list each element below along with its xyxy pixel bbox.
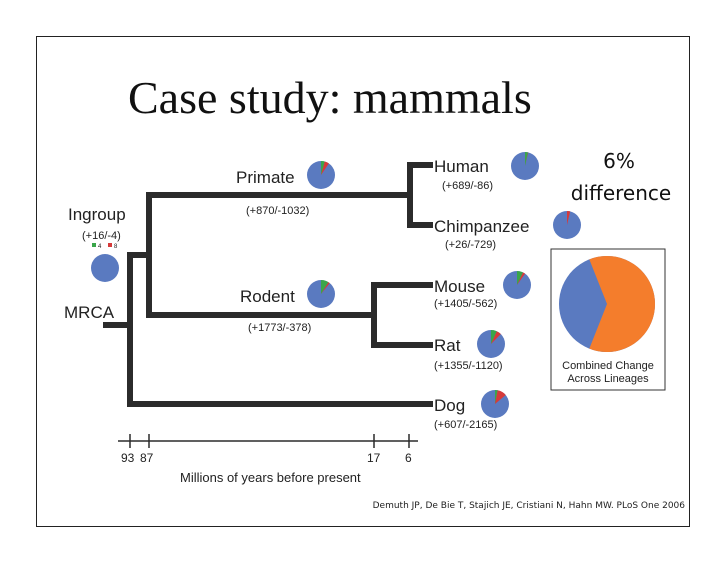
pie-charts xyxy=(91,152,581,418)
rat-label: Rat xyxy=(434,336,461,355)
tick-label-87: 87 xyxy=(140,451,154,465)
tree-branches xyxy=(103,162,433,407)
ingroup-label: Ingroup xyxy=(68,205,126,224)
mrca-label: MRCA xyxy=(64,303,115,322)
legend-gain-value: 4 xyxy=(98,244,102,250)
mouse-pie-gain-slice xyxy=(517,271,523,285)
primate-pie xyxy=(307,161,335,189)
rodent-pie-gain-slice xyxy=(321,280,329,294)
human-counts: (+689/-86) xyxy=(442,180,493,192)
dog-pie-gain-slice xyxy=(495,390,498,404)
chimpanzee-counts: (+26/-729) xyxy=(445,239,496,251)
mouse-counts: (+1405/-562) xyxy=(434,298,497,310)
combined-caption-line1: Combined Change xyxy=(562,360,654,372)
tick-label-6: 6 xyxy=(405,451,412,465)
rodent-pie xyxy=(307,280,335,308)
human-pie-gain-slice xyxy=(525,152,529,166)
axis-label: Millions of years before present xyxy=(180,470,361,485)
rat-pie-loss-slice xyxy=(491,331,501,344)
human-pie-loss-slice xyxy=(525,152,529,166)
primate-counts: (+870/-1032) xyxy=(246,205,309,217)
primate-pie-gain-slice xyxy=(321,161,325,175)
difference-label: difference xyxy=(571,181,671,205)
combined-pie xyxy=(559,256,655,353)
dog-pie-loss-slice xyxy=(495,390,506,404)
rat-pie xyxy=(477,330,505,358)
slide-title: Case study: mammals xyxy=(128,72,532,123)
chimpanzee-label: Chimpanzee xyxy=(434,217,529,236)
chimpanzee-pie xyxy=(553,210,581,239)
rodent-counts: (+1773/-378) xyxy=(248,322,311,334)
legend-loss-value: 8 xyxy=(114,244,118,250)
legend-loss-swatch xyxy=(108,243,112,247)
citation: Demuth JP, De Bie T, Stajich JE, Cristia… xyxy=(372,501,685,511)
ingroup-pie-base xyxy=(91,254,119,282)
rodent-label: Rodent xyxy=(240,287,295,306)
dog-counts: (+607/-2165) xyxy=(434,419,497,431)
combined-caption-line2: Across Lineages xyxy=(567,373,649,385)
ingroup-counts: (+16/-4) xyxy=(82,230,121,242)
rodent-pie-loss-slice xyxy=(321,282,330,294)
chimpanzee-pie-loss-slice xyxy=(567,210,571,225)
rat-pie-gain-slice xyxy=(491,330,497,344)
mouse-label: Mouse xyxy=(434,277,485,296)
legend-gain-swatch xyxy=(92,243,96,247)
primate-pie-loss-slice xyxy=(321,161,329,175)
time-axis xyxy=(118,434,418,448)
human-pie xyxy=(511,152,539,180)
dog-pie xyxy=(481,390,509,418)
combined-pie-orange xyxy=(589,256,655,353)
difference-percent: 6% xyxy=(603,149,635,173)
human-label: Human xyxy=(434,157,489,176)
tick-label-93: 93 xyxy=(121,451,135,465)
primate-label: Primate xyxy=(236,168,295,187)
tick-label-17: 17 xyxy=(367,451,381,465)
dog-label: Dog xyxy=(434,396,465,415)
ingroup-pie xyxy=(91,254,119,282)
rat-counts: (+1355/-1120) xyxy=(434,360,503,372)
mouse-pie xyxy=(503,271,531,299)
mouse-pie-loss-slice xyxy=(517,272,526,285)
